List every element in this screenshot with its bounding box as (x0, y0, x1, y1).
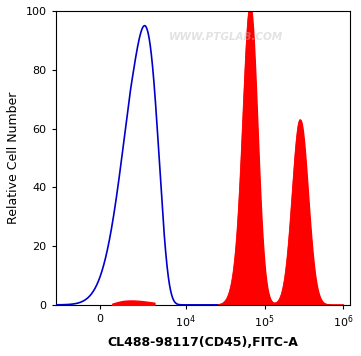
Y-axis label: Relative Cell Number: Relative Cell Number (7, 92, 20, 224)
Text: WWW.PTGLAB.COM: WWW.PTGLAB.COM (169, 32, 283, 42)
X-axis label: CL488-98117(CD45),FITC-A: CL488-98117(CD45),FITC-A (107, 336, 298, 349)
